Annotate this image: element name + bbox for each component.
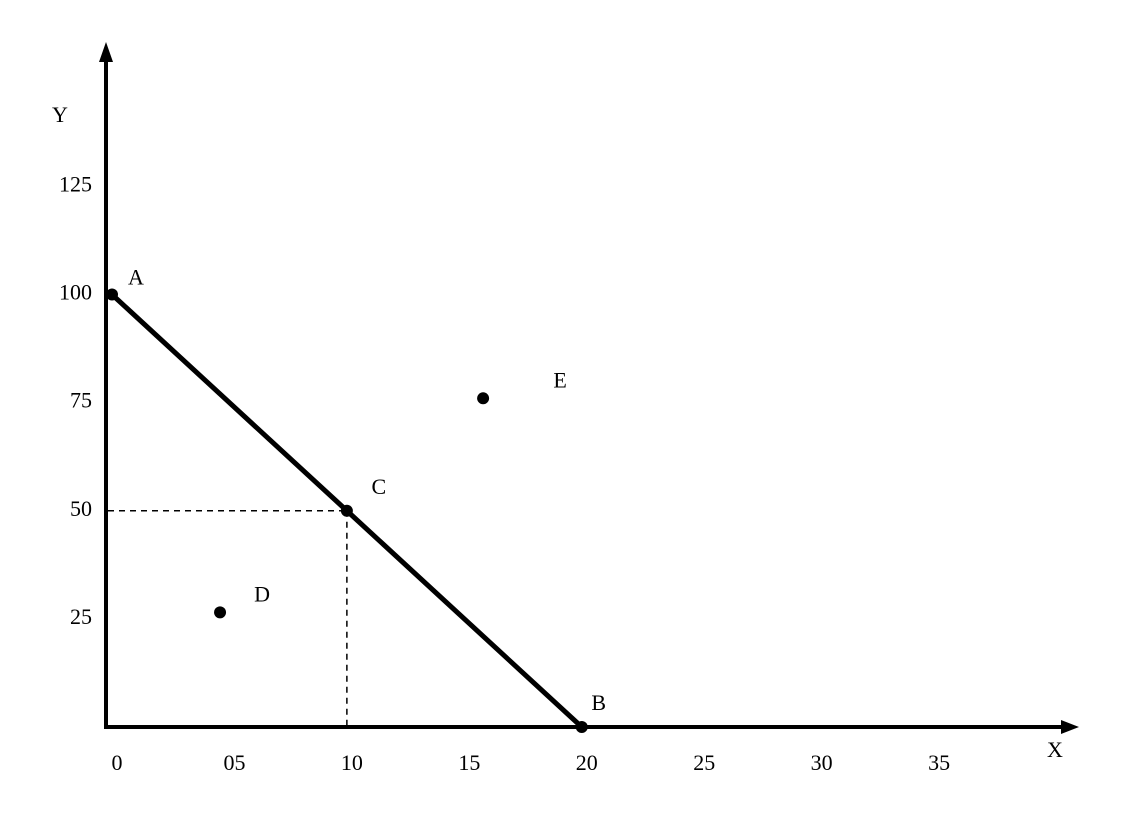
point-label: D	[254, 581, 270, 606]
y-tick-label: 25	[70, 604, 92, 629]
x-tick-label: 20	[576, 750, 598, 775]
point-label: C	[372, 474, 387, 499]
x-axis-arrow	[1061, 720, 1079, 734]
x-tick-label: 15	[458, 750, 480, 775]
point-label: B	[591, 690, 606, 715]
x-tick-label: 05	[223, 750, 245, 775]
y-axis-label: Y	[52, 102, 68, 127]
x-tick-label: 10	[341, 750, 363, 775]
y-tick-label: 75	[70, 388, 92, 413]
x-tick-label: 30	[811, 750, 833, 775]
x-tick-label: 0	[112, 750, 123, 775]
point	[575, 721, 588, 733]
point-label: E	[553, 367, 566, 392]
y-tick-label: 125	[59, 171, 92, 196]
y-tick-label: 50	[70, 496, 92, 521]
x-axis-label: X	[1047, 737, 1063, 762]
point-label: A	[128, 265, 144, 290]
x-tick-label: 35	[928, 750, 950, 775]
point	[106, 288, 118, 301]
point	[214, 606, 227, 619]
y-tick-label: 100	[59, 280, 92, 305]
point	[477, 392, 490, 405]
x-tick-label: 25	[693, 750, 715, 775]
y-axis-arrow	[99, 42, 113, 62]
point	[340, 504, 353, 517]
